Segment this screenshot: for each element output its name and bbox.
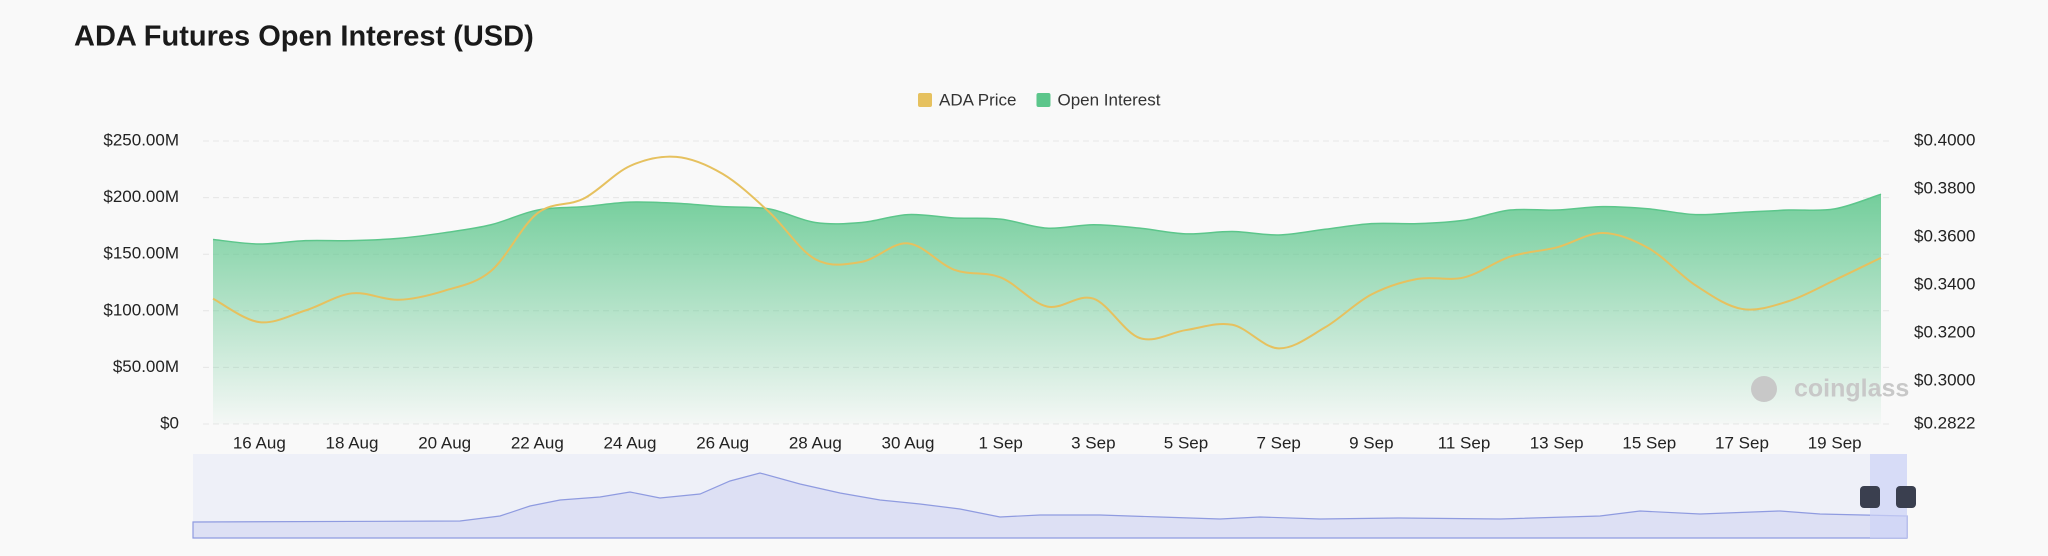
x-tick-label: 15 Sep bbox=[1622, 433, 1676, 452]
y2-tick-label: $0.3000 bbox=[1914, 371, 1975, 390]
x-tick-label: 3 Sep bbox=[1071, 433, 1115, 452]
x-tick-label: 16 Aug bbox=[233, 433, 286, 452]
y2-tick-label: $0.2822 bbox=[1914, 413, 1975, 432]
x-tick-label: 9 Sep bbox=[1349, 433, 1393, 452]
y-tick-label: $50.00M bbox=[113, 357, 179, 376]
x-tick-label: 1 Sep bbox=[978, 433, 1022, 452]
watermark-logo bbox=[1751, 376, 1777, 402]
y-tick-label: $0 bbox=[160, 413, 179, 432]
plot: $0 $50.00M $100.00M $150.00M $200.00M $250.00… bbox=[103, 130, 1975, 452]
x-tick-label: 26 Aug bbox=[696, 433, 749, 452]
x-tick-label: 11 Sep bbox=[1438, 433, 1491, 452]
y-tick-label: $100.00M bbox=[103, 300, 179, 319]
x-tick-label: 20 Aug bbox=[418, 433, 471, 452]
x-tick-label: 7 Sep bbox=[1256, 433, 1300, 452]
legend-label: Open Interest bbox=[1057, 90, 1160, 109]
oi-line bbox=[212, 193, 1882, 245]
navigator-handle[interactable] bbox=[1896, 486, 1916, 508]
x-tick-label: 5 Sep bbox=[1164, 433, 1208, 452]
x-tick-label: 13 Sep bbox=[1530, 433, 1584, 452]
x-tick-label: 18 Aug bbox=[326, 433, 379, 452]
x-tick-label: 30 Aug bbox=[882, 433, 935, 452]
legend: ADA Price Open Interest bbox=[918, 90, 1161, 109]
y-tick-label: $200.00M bbox=[103, 187, 179, 206]
x-tick-label: 17 Sep bbox=[1715, 433, 1769, 452]
y2-tick-label: $0.3400 bbox=[1914, 275, 1975, 294]
legend-swatch bbox=[1036, 93, 1051, 107]
y-tick-label: $250.00M bbox=[103, 130, 179, 149]
y-tick-label: $150.00M bbox=[103, 244, 179, 263]
legend-label: ADA Price bbox=[939, 90, 1016, 109]
oi-area bbox=[213, 194, 1881, 424]
chart-title: ADA Futures Open Interest (USD) bbox=[74, 21, 534, 53]
watermark: coinglass bbox=[1794, 375, 1909, 403]
y2-tick-label: $0.3600 bbox=[1914, 227, 1975, 246]
navigator-handle[interactable] bbox=[1860, 486, 1880, 508]
x-tick-label: 28 Aug bbox=[789, 433, 842, 452]
price-line bbox=[212, 155, 1882, 350]
x-tick-label: 22 Aug bbox=[511, 433, 564, 452]
navigator-series bbox=[192, 472, 1908, 539]
legend-swatch bbox=[918, 93, 932, 107]
y2-tick-label: $0.3200 bbox=[1914, 323, 1975, 342]
navigator bbox=[192, 454, 1916, 539]
y2-tick-label: $0.3800 bbox=[1914, 179, 1975, 198]
x-tick-label: 24 Aug bbox=[604, 433, 657, 452]
y2-tick-label: $0.4000 bbox=[1914, 130, 1975, 149]
x-tick-label: 19 Sep bbox=[1808, 433, 1862, 452]
